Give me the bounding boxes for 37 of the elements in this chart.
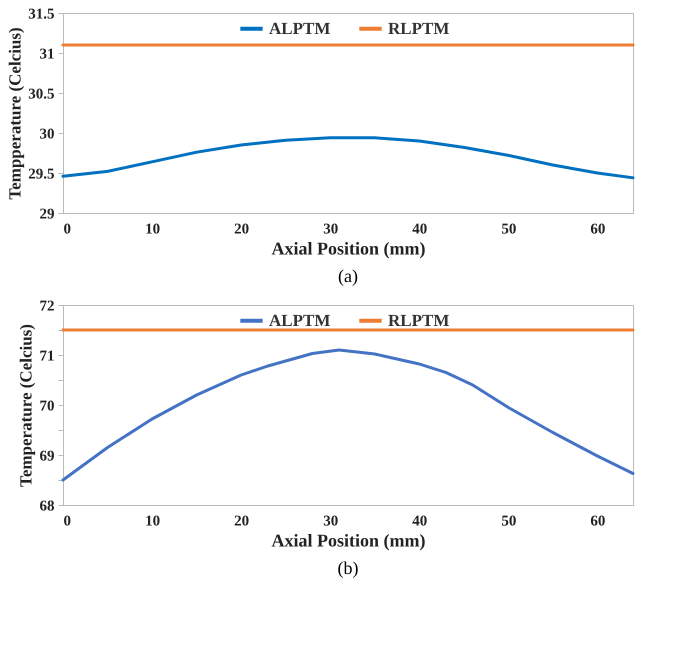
y-tick-label: 29 <box>40 206 54 222</box>
x-tick-label: 40 <box>412 222 428 238</box>
x-axis-title: Axial Position (mm) <box>272 238 426 258</box>
x-tick-label: 20 <box>234 222 250 238</box>
y-axis-title: Tempperature (Celcius) <box>5 27 24 200</box>
x-tick-label: 10 <box>145 222 160 238</box>
legend-label: ALPTM <box>269 18 330 38</box>
x-tick-label: 10 <box>145 514 160 530</box>
y-tick-label: 69 <box>40 448 54 464</box>
legend-label: RLPTM <box>388 310 450 330</box>
x-tick-label: 30 <box>323 222 338 238</box>
x-tick-label: 40 <box>412 514 428 530</box>
text: (b) <box>338 558 358 578</box>
legend-label: ALPTM <box>269 310 330 330</box>
y-tick-label: 29.5 <box>28 166 54 182</box>
x-tick-label: 50 <box>501 222 516 238</box>
y-tick-label: 30 <box>40 126 54 142</box>
x-tick-label: 60 <box>590 222 606 238</box>
y-tick-label: 70 <box>40 398 54 414</box>
x-tick-label: 0 <box>64 222 71 238</box>
y-tick-label: 72 <box>40 298 54 314</box>
text: (a) <box>338 266 358 286</box>
x-axis-title: Axial Position (mm) <box>272 530 426 550</box>
x-tick-label: 50 <box>501 514 516 530</box>
line-series <box>62 348 634 482</box>
x-tick-label: 30 <box>323 514 338 530</box>
x-tick-label: 60 <box>590 514 606 530</box>
y-tick-label: 31.5 <box>28 6 54 22</box>
y-tick-label: 31 <box>40 46 54 62</box>
y-axis-title: Temperature (Celcius) <box>16 324 36 487</box>
x-tick-label: 20 <box>234 514 250 530</box>
legend-label: RLPTM <box>388 18 450 38</box>
y-tick-label: 30.5 <box>28 86 54 102</box>
line-series <box>62 136 634 180</box>
y-tick-label: 71 <box>40 348 54 364</box>
x-tick-label: 0 <box>64 514 71 530</box>
y-tick-label: 68 <box>40 498 54 514</box>
